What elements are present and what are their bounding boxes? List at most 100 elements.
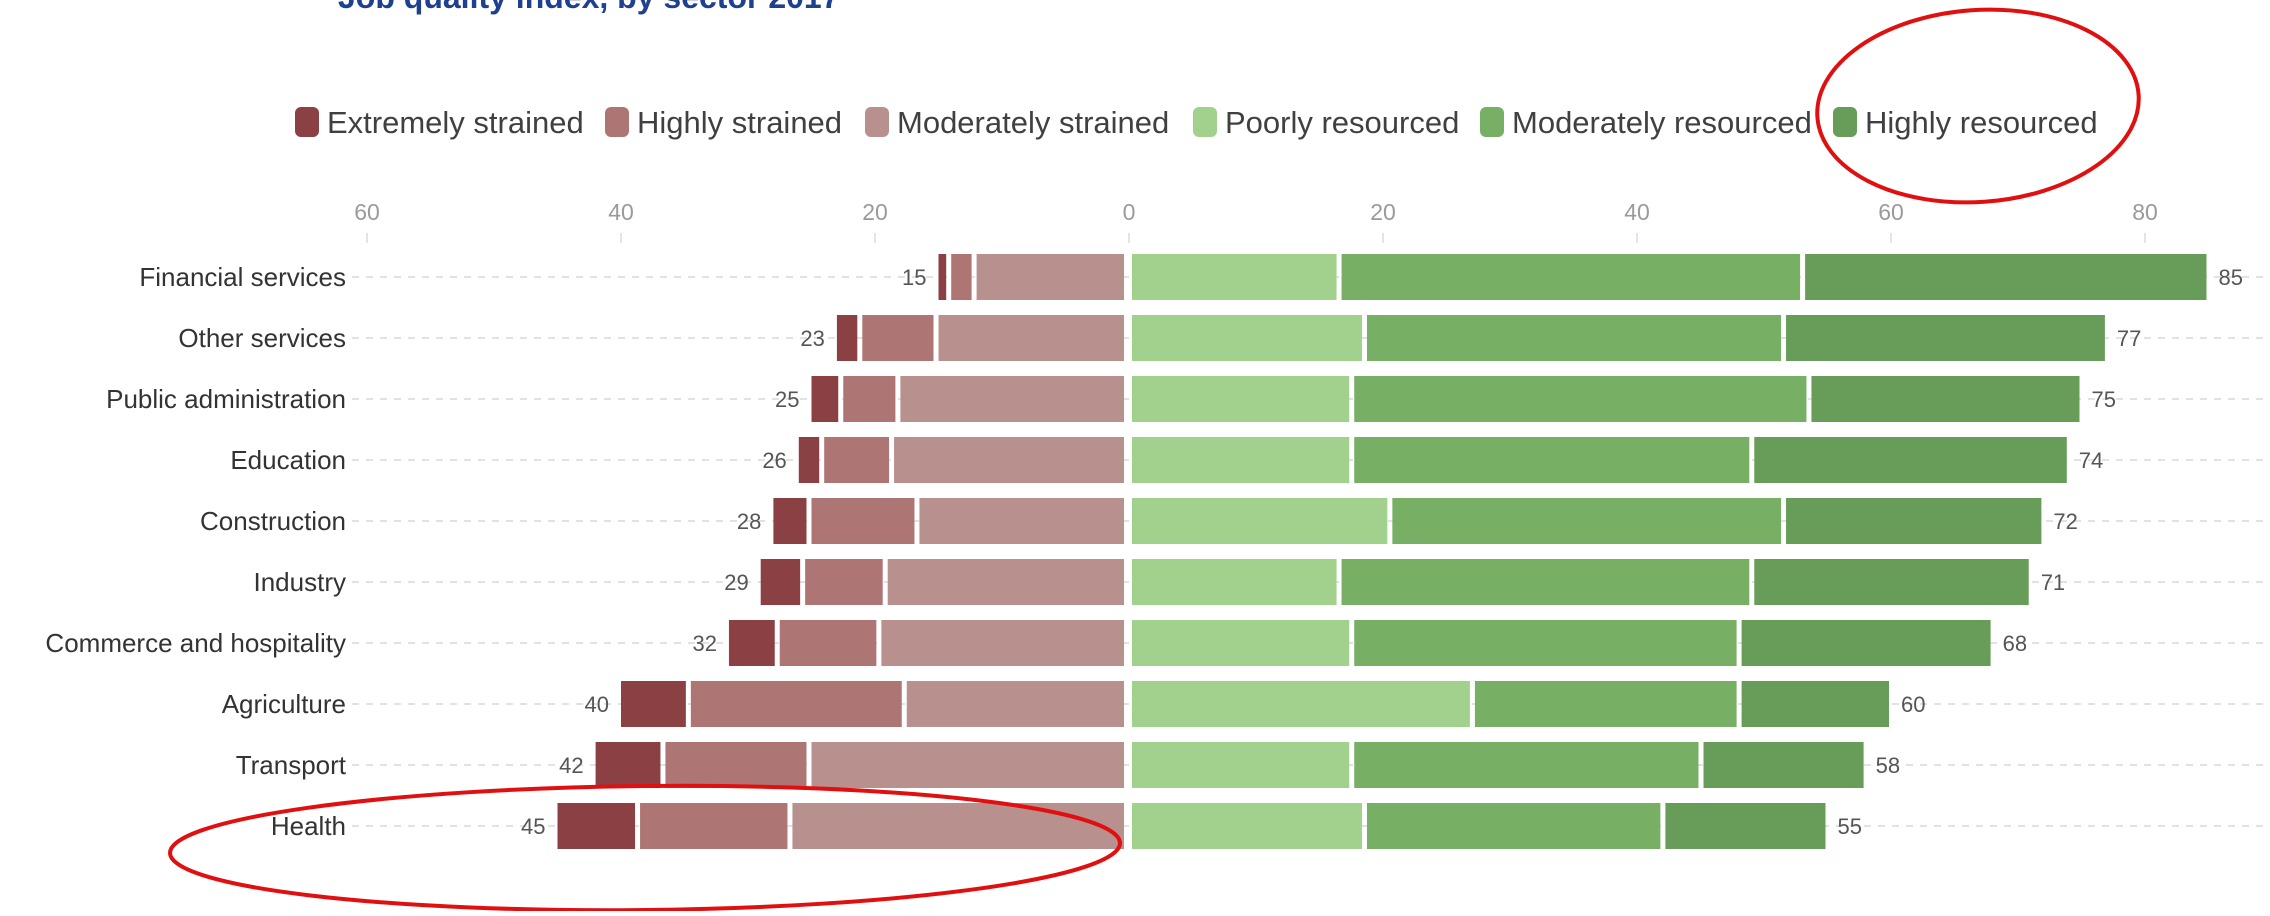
positive-total-label: 74 [2079, 448, 2103, 473]
positive-total-label: 77 [2117, 326, 2141, 351]
highlight-ellipse [168, 783, 1122, 913]
x-tick-label: 0 [1123, 199, 1136, 225]
bar-segment [1741, 620, 1991, 666]
bar-segment [1392, 498, 1782, 544]
bar-segment [881, 620, 1124, 666]
bar-segment [919, 498, 1124, 544]
bar-segment [1703, 742, 1864, 788]
category-label: Commerce and hospitality [45, 628, 346, 658]
highlight-circle [1815, 7, 2141, 205]
bar-segment [1341, 254, 1801, 300]
negative-total-label: 42 [559, 753, 583, 778]
bar-segment [1132, 742, 1350, 788]
bar-segment [1786, 498, 2042, 544]
bar-segment [792, 803, 1124, 849]
bar-segment [938, 315, 1124, 361]
bar-segment [1132, 620, 1350, 666]
legend-swatch [1193, 107, 1217, 137]
category-label: Construction [200, 506, 346, 536]
bar-segment [951, 254, 972, 300]
x-tick-label: 20 [1370, 199, 1396, 225]
bar-segment [894, 437, 1124, 483]
bar-segment [836, 315, 858, 361]
legend: Extremely strained Highly strained Moderat… [295, 105, 2098, 140]
bar-segment [1754, 437, 2067, 483]
category-label: Industry [254, 567, 347, 597]
bar-segment [1665, 803, 1826, 849]
x-tick-label: 40 [1624, 199, 1650, 225]
positive-total-label: 68 [2003, 631, 2027, 656]
x-tick-label: 40 [608, 199, 634, 225]
bar-segment [824, 437, 890, 483]
highlights [168, 7, 2141, 913]
bar-segment [557, 803, 636, 849]
bar-segment [1132, 803, 1362, 849]
bar-segment [1132, 559, 1337, 605]
x-tick-label: 80 [2132, 199, 2158, 225]
legend-label: Poorly resourced [1225, 105, 1459, 140]
bar-segment [690, 681, 902, 727]
negative-total-label: 32 [692, 631, 716, 656]
bars [557, 254, 2207, 849]
bar-segment [1354, 620, 1737, 666]
bar-segment [595, 742, 661, 788]
y-axis: Financial services Other services Public a… [45, 262, 346, 841]
positive-total-label: 71 [2041, 570, 2065, 595]
bar-segment [1132, 254, 1337, 300]
legend-label: Moderately strained [897, 105, 1169, 140]
bar-segment [760, 559, 801, 605]
positive-total-label: 58 [1876, 753, 1900, 778]
negative-total-label: 45 [521, 814, 545, 839]
legend-swatch [1480, 107, 1504, 137]
bar-segment [665, 742, 807, 788]
category-label: Transport [236, 750, 347, 780]
bar-segment [773, 498, 807, 544]
category-label: Other services [178, 323, 346, 353]
x-tick-label: 20 [862, 199, 888, 225]
bar-segment [1354, 437, 1750, 483]
negative-total-label: 28 [737, 509, 761, 534]
bar-segment [1366, 803, 1661, 849]
bar-segment [1741, 681, 1889, 727]
legend-swatch [1833, 107, 1857, 137]
legend-label: Highly resourced [1865, 105, 2098, 140]
chart-title: Job quality index, by sector 2017 [338, 0, 840, 15]
bar-segment [811, 742, 1124, 788]
category-label: Financial services [139, 262, 346, 292]
negative-total-label: 26 [762, 448, 786, 473]
bar-segment [640, 803, 788, 849]
bar-segment [805, 559, 883, 605]
bar-segment [900, 376, 1124, 422]
bar-segment [811, 376, 839, 422]
positive-total-label: 85 [2219, 265, 2243, 290]
legend-swatch [295, 107, 319, 137]
bar-segment [1132, 498, 1388, 544]
bar-segment [811, 498, 915, 544]
bar-segment [1132, 437, 1350, 483]
positive-total-label: 60 [1901, 692, 1925, 717]
total-labels: 15 85 23 77 25 75 26 74 28 72 29 71 32 68 40 60 42 58 45 55 [521, 265, 2243, 839]
bar-segment [1811, 376, 2080, 422]
x-tick-label: 60 [354, 199, 380, 225]
legend-label: Extremely strained [327, 105, 584, 140]
negative-total-label: 25 [775, 387, 799, 412]
bar-segment [906, 681, 1124, 727]
positive-total-label: 55 [1838, 814, 1862, 839]
bar-segment [1754, 559, 2029, 605]
negative-total-label: 40 [585, 692, 609, 717]
positive-total-label: 75 [2092, 387, 2116, 412]
bar-segment [1786, 315, 2105, 361]
category-label: Education [230, 445, 346, 475]
bar-segment [1474, 681, 1737, 727]
bar-segment [1132, 376, 1350, 422]
bar-segment [1354, 376, 1807, 422]
negative-total-label: 23 [800, 326, 824, 351]
bar-segment [862, 315, 934, 361]
category-label: Health [271, 811, 346, 841]
negative-total-label: 15 [902, 265, 926, 290]
bar-segment [938, 254, 947, 300]
bar-segment [1805, 254, 2207, 300]
category-label: Public administration [106, 384, 346, 414]
bar-segment [1132, 681, 1470, 727]
